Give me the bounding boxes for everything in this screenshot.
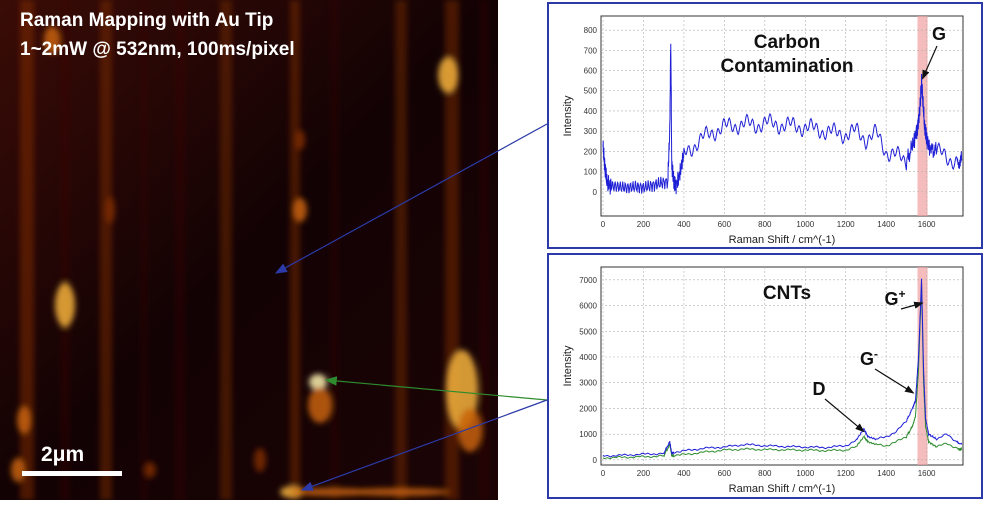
y-tick-label: 400 <box>584 107 598 116</box>
y-tick-label: 1000 <box>579 430 597 439</box>
chart-title-line: Carbon <box>754 32 821 53</box>
y-tick-label: 0 <box>593 456 598 465</box>
peak-label-g: G <box>932 24 946 44</box>
spectrum-line <box>602 43 963 195</box>
x-tick-label: 1600 <box>918 220 936 229</box>
x-tick-label: 1000 <box>796 220 814 229</box>
y-tick-label: 5000 <box>579 327 597 336</box>
spectrum-line <box>602 278 963 458</box>
x-tick-label: 200 <box>637 220 651 229</box>
map-title-line1: Raman Mapping with Au Tip <box>20 10 274 31</box>
raman-map-image <box>0 0 498 500</box>
x-tick-label: 1200 <box>837 469 855 478</box>
y-axis-label: Intensity <box>562 345 574 386</box>
x-tick-label: 1000 <box>796 469 814 478</box>
x-tick-label: 1600 <box>918 469 936 478</box>
x-tick-label: 800 <box>758 220 772 229</box>
y-tick-label: 7000 <box>579 276 597 285</box>
y-axis-label: Intensity <box>562 95 574 136</box>
map-title-line2: 1~2mW @ 532nm, 100ms/pixel <box>20 39 295 60</box>
x-tick-label: 0 <box>601 469 606 478</box>
y-tick-label: 100 <box>584 168 598 177</box>
y-tick-label: 800 <box>584 26 598 35</box>
x-tick-label: 1400 <box>877 469 895 478</box>
x-tick-label: 800 <box>758 469 772 478</box>
peak-arrow <box>824 398 865 433</box>
y-tick-label: 6000 <box>579 302 597 311</box>
chart-title-line: Contamination <box>721 56 854 77</box>
y-tick-label: 3000 <box>579 379 597 388</box>
peak-arrow <box>874 368 915 394</box>
x-tick-label: 0 <box>601 220 606 229</box>
peak-label-g-minus: G- <box>860 347 878 369</box>
raman-map: Raman Mapping with Au Tip 1~2mW @ 532nm,… <box>0 0 498 500</box>
carbon-spectrum-chart: 0 200 400 600 800 1000 1200 1400 1600 0 100 200 300 4… <box>562 15 964 246</box>
x-tick-label: 600 <box>718 469 732 478</box>
spectrum-panel-carbon: 0 200 400 600 800 1000 1200 1400 1600 0 100 200 300 4… <box>547 2 983 249</box>
x-axis-label: Raman Shift / cm^(-1) <box>729 234 836 246</box>
y-tick-label: 300 <box>584 127 598 136</box>
y-tick-label: 4000 <box>579 353 597 362</box>
x-axis-label: Raman Shift / cm^(-1) <box>729 483 836 495</box>
chart-title: CNTs <box>763 283 811 304</box>
x-tick-label: 200 <box>637 469 651 478</box>
peak-arrow-g <box>921 45 938 80</box>
y-tick-label: 700 <box>584 46 598 55</box>
x-tick-label: 400 <box>677 469 691 478</box>
spectrum-panel-cnts: 0 200 400 600 800 1000 1200 1400 1600 0 1000 2000 30… <box>547 253 983 499</box>
x-tick-label: 600 <box>718 220 732 229</box>
y-tick-label: 200 <box>584 147 598 156</box>
y-tick-label: 600 <box>584 67 598 76</box>
x-tick-label: 1400 <box>877 220 895 229</box>
map-background <box>0 0 498 500</box>
scale-bar <box>22 471 122 476</box>
y-tick-label: 0 <box>593 188 598 197</box>
peak-arrow <box>900 301 924 310</box>
y-tick-label: 500 <box>584 87 598 96</box>
scale-bar-label: 2μm <box>41 443 85 466</box>
peak-label-d: D <box>813 379 826 399</box>
y-tick-label: 2000 <box>579 404 597 413</box>
highlight-band <box>917 16 928 216</box>
x-tick-label: 1200 <box>837 220 855 229</box>
highlight-band <box>917 267 928 465</box>
cnt-spectrum-chart: 0 200 400 600 800 1000 1200 1400 1600 0 1000 2000 30… <box>562 266 964 495</box>
plot-area <box>600 266 964 466</box>
x-tick-label: 400 <box>677 220 691 229</box>
